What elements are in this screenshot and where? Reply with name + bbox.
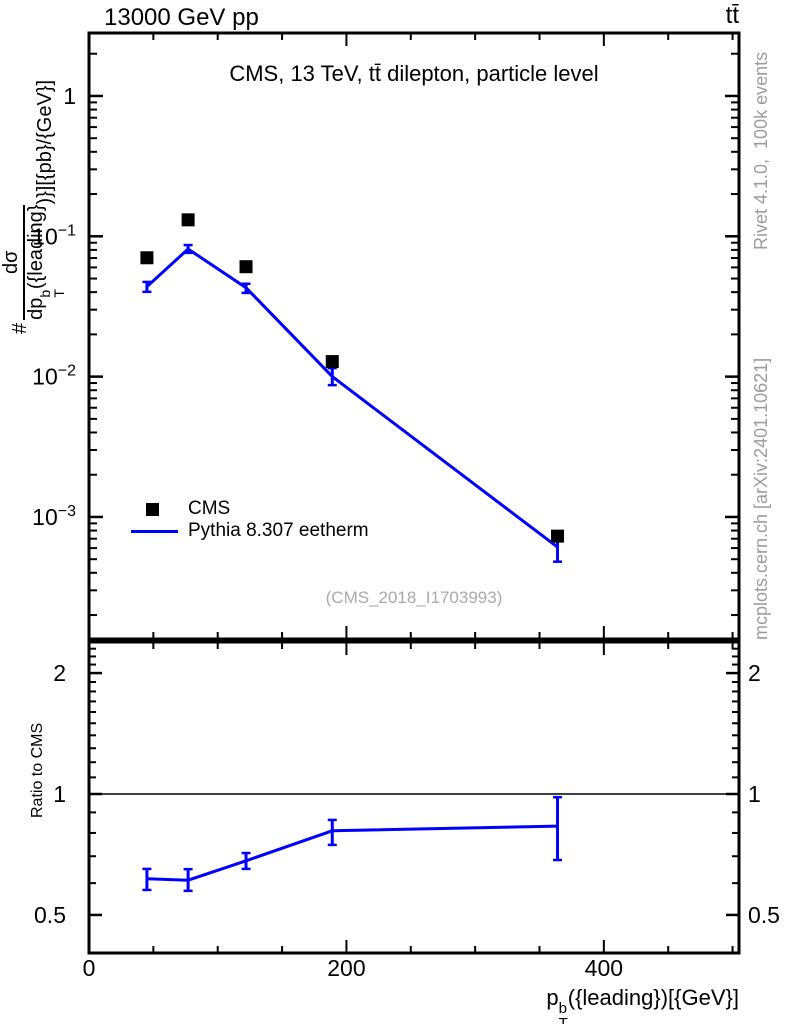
- svg-text:0: 0: [83, 955, 96, 981]
- ylabel-fraction: dσ dp b T ({leading}: [0, 204, 67, 320]
- main-y-axis: 1 10−1 10−2 10−3: [32, 52, 739, 617]
- svg-text:1: 1: [748, 781, 761, 807]
- data-point-marker: [325, 355, 339, 369]
- svg-text:0.5: 0.5: [748, 902, 780, 928]
- mc-prediction-curve: [142, 243, 563, 563]
- ylabel-subscript: T: [51, 289, 67, 298]
- mcplots-watermark: mcplots.cern.ch [arXiv:2401.10621]: [751, 357, 771, 640]
- xlabel-superscript: b: [558, 1000, 567, 1017]
- ratio-frame: [87, 640, 741, 955]
- ylabel-den-text2: ({leading}: [25, 204, 47, 290]
- xlabel-subscript: T: [558, 1015, 568, 1024]
- data-point-marker: [239, 260, 253, 274]
- beam-energy-title: 13000 GeV pp: [104, 4, 259, 31]
- svg-text:400: 400: [585, 955, 623, 981]
- ylabel-prefix: #: [9, 322, 31, 334]
- data-point-marker: [551, 529, 565, 543]
- data-point-marker: [181, 213, 195, 227]
- svg-text:1: 1: [53, 781, 66, 807]
- cms-data-points: [140, 213, 565, 543]
- svg-text:2: 2: [53, 660, 66, 686]
- svg-text:10−2: 10−2: [32, 363, 76, 390]
- svg-text:10−1: 10−1: [32, 222, 76, 249]
- ratio-y-axis-label: Ratio to CMS: [29, 722, 46, 818]
- y-axis-label: # dσ dp b T ({leading} )}][{pb}/{GeV}]: [0, 79, 67, 334]
- svg-text:0.5: 0.5: [34, 902, 66, 928]
- svg-text:10−3: 10−3: [32, 503, 76, 530]
- data-point-marker: [140, 251, 154, 265]
- ylabel-numerator: dσ: [0, 204, 25, 320]
- x-axis-ticks: 0 200 400: [83, 33, 734, 981]
- main-frame: [87, 31, 741, 641]
- ratio-curve: [142, 795, 563, 893]
- xlabel-text: p: [546, 985, 559, 1010]
- svg-text:2: 2: [748, 660, 761, 686]
- process-title: tt̄: [725, 2, 739, 29]
- ylabel-suffix: )}][{pb}/{GeV}]: [34, 79, 56, 205]
- ylabel-den-text: dp: [25, 297, 47, 320]
- panel-frames: [87, 31, 741, 955]
- x-axis-label: p b T ({leading})[{GeV}]: [89, 985, 739, 1024]
- svg-text:200: 200: [327, 955, 365, 981]
- rivet-version-watermark: Rivet 4.1.0, 100k events: [751, 51, 771, 250]
- plot-title: CMS, 13 TeV, tt̄ dilepton, particle leve…: [229, 61, 599, 86]
- xlabel-text2: ({leading})[{GeV}]: [567, 985, 739, 1010]
- ylabel-superscript: b: [37, 289, 53, 298]
- ylabel-denominator: dp b T ({leading}: [25, 204, 67, 320]
- analysis-citation: (CMS_2018_I1703993): [325, 588, 503, 607]
- svg-text:1: 1: [63, 83, 76, 109]
